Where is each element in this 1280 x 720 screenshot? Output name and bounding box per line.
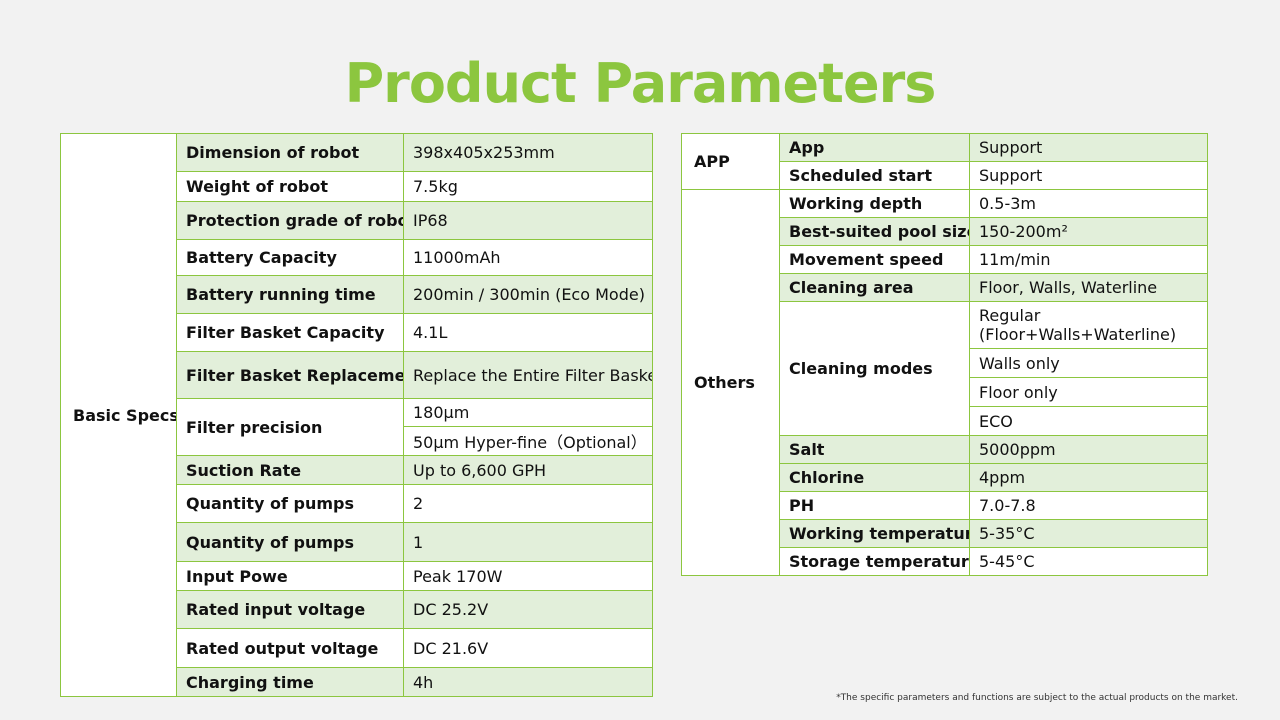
spec-label: Best-suited pool size: [779, 217, 970, 246]
spec-value: 200min / 300min (Eco Mode): [403, 275, 653, 314]
group-label: APP: [681, 133, 780, 190]
spec-value: 5000ppm: [969, 435, 1208, 464]
table-row: APP App Support: [681, 133, 1208, 190]
spec-label: Battery running time: [176, 275, 404, 314]
table-row: Others Working depth 0.5-3m: [681, 189, 1208, 576]
spec-value: 11000mAh: [403, 239, 653, 276]
spec-label: Movement speed: [779, 245, 970, 274]
basic-specs-table: Basic Specs Dimension of robot 398x405x253…: [60, 133, 653, 697]
spec-label: Quantity of pumps: [176, 522, 404, 562]
spec-label: PH: [779, 491, 970, 520]
spec-value: 398x405x253mm: [403, 133, 653, 172]
spec-value: 50μm Hyper-fine（Optional）: [403, 426, 653, 456]
spec-label: Working depth: [779, 189, 970, 218]
table-row: Salt 5000ppm: [682, 435, 1208, 464]
table-row: Battery Capacity 11000mAh: [61, 239, 653, 276]
table-row: Cleaning modes Regular (Floor+Walls+Water…: [682, 301, 1208, 436]
table-row: Filter Basket Replacement Replace the Ent…: [61, 351, 653, 399]
spec-label: Cleaning modes: [779, 301, 970, 436]
spec-label: Filter precision: [176, 398, 404, 456]
table-row: ECO: [682, 406, 1208, 436]
spec-label: Filter Basket Replacement: [176, 351, 404, 399]
table-row: Filter precision 180μm: [61, 398, 653, 456]
spec-label: Quantity of pumps: [176, 484, 404, 523]
spec-label: Input Powe: [176, 561, 404, 591]
spec-label: Salt: [779, 435, 970, 464]
spec-value: IP68: [403, 201, 653, 240]
table-row: Walls only: [682, 348, 1208, 378]
other-specs-table: APP App Support Scheduled start Support Other…: [681, 133, 1208, 576]
spec-label: Filter Basket Capacity: [176, 313, 404, 352]
spec-value: 4.1L: [403, 313, 653, 352]
table-row: Scheduled start Support: [682, 161, 1208, 190]
spec-value: 150-200m²: [969, 217, 1208, 246]
spec-label: Chlorine: [779, 463, 970, 492]
table-row: Charging time 4h: [61, 667, 653, 697]
spec-value: 2: [403, 484, 653, 523]
spec-label: Cleaning area: [779, 273, 970, 302]
spec-value: Floor, Walls, Waterline: [969, 273, 1208, 302]
spec-value: Support: [969, 161, 1208, 190]
spec-value: Replace the Entire Filter Basket: [403, 351, 653, 399]
spec-label: Weight of robot: [176, 171, 404, 202]
spec-value: 1: [403, 522, 653, 562]
spec-value: Floor only: [969, 377, 1208, 407]
spec-value: Walls only: [969, 348, 1208, 378]
table-row: Storage temperature 5-45°C: [682, 547, 1208, 576]
table-row: Best-suited pool size 150-200m²: [682, 217, 1208, 246]
table-row: Quantity of pumps 1: [61, 522, 653, 562]
spec-value: 4ppm: [969, 463, 1208, 492]
table-row: Input Powe Peak 170W: [61, 561, 653, 591]
table-row: Filter Basket Capacity 4.1L: [61, 313, 653, 352]
spec-label: Scheduled start: [779, 161, 970, 190]
spec-label: App: [779, 133, 970, 162]
spec-value: 7.0-7.8: [969, 491, 1208, 520]
spec-label: Battery Capacity: [176, 239, 404, 276]
group-label: Basic Specs: [60, 133, 177, 697]
spec-label: Suction Rate: [176, 455, 404, 485]
spec-value: DC 21.6V: [403, 628, 653, 668]
spec-label: Rated output voltage: [176, 628, 404, 668]
spec-label: Storage temperature: [779, 547, 970, 576]
spec-value: 7.5kg: [403, 171, 653, 202]
table-row: Cleaning area Floor, Walls, Waterline: [682, 273, 1208, 302]
page-title: Product Parameters: [344, 52, 937, 115]
table-row: Quantity of pumps 2: [61, 484, 653, 523]
spec-label: Charging time: [176, 667, 404, 697]
spec-value: 5-45°C: [969, 547, 1208, 576]
spec-value: Up to 6,600 GPH: [403, 455, 653, 485]
spec-value: 11m/min: [969, 245, 1208, 274]
spec-label: Working temperature: [779, 519, 970, 548]
table-row: 50μm Hyper-fine（Optional）: [61, 426, 653, 456]
spec-label: Dimension of robot: [176, 133, 404, 172]
table-row: Working temperature 5-35°C: [682, 519, 1208, 548]
table-row: Floor only: [682, 377, 1208, 407]
spec-value: 4h: [403, 667, 653, 697]
footnote: *The specific parameters and functions a…: [836, 693, 1238, 703]
table-row: Battery running time 200min / 300min (Eco…: [61, 275, 653, 314]
group-label: Others: [681, 189, 780, 576]
spec-value: ECO: [969, 406, 1208, 436]
table-row: Rated output voltage DC 21.6V: [61, 628, 653, 668]
spec-label: Protection grade of robot: [176, 201, 404, 240]
table-row: Movement speed 11m/min: [682, 245, 1208, 274]
spec-value: DC 25.2V: [403, 590, 653, 629]
table-row: Basic Specs Dimension of robot 398x405x253…: [60, 133, 653, 697]
spec-value: Peak 170W: [403, 561, 653, 591]
spec-value: 180μm: [403, 398, 653, 427]
spec-value: 5-35°C: [969, 519, 1208, 548]
spec-label: Rated input voltage: [176, 590, 404, 629]
table-row: Rated input voltage DC 25.2V: [61, 590, 653, 629]
spec-value: Support: [969, 133, 1208, 162]
table-row: Weight of robot 7.5kg: [61, 171, 653, 202]
table-row: Protection grade of robot IP68: [61, 201, 653, 240]
spec-value: 0.5-3m: [969, 189, 1208, 218]
spec-value: Regular (Floor+Walls+Waterline): [969, 301, 1208, 349]
